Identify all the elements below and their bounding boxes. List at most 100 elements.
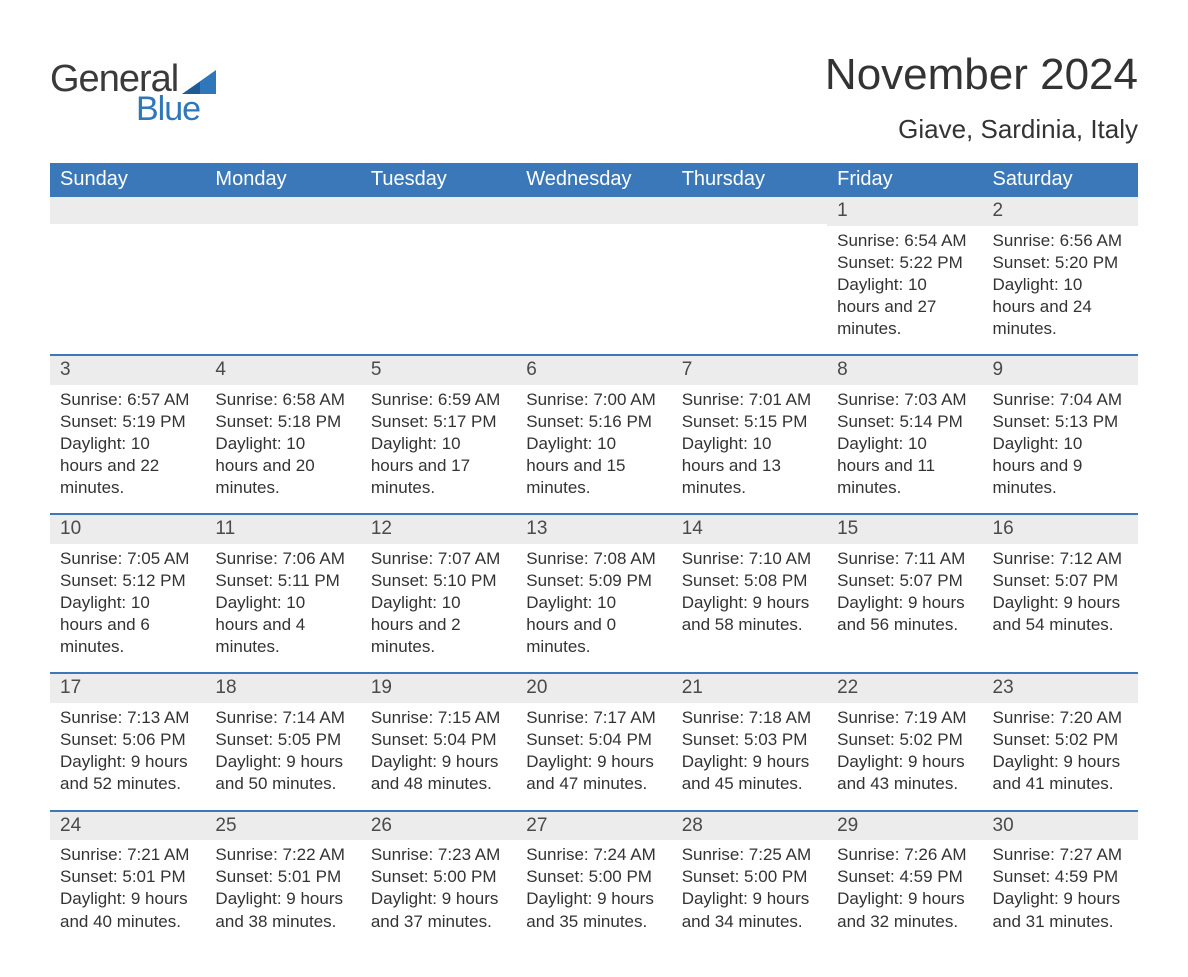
- day-number: 3: [50, 356, 205, 385]
- sunrise-line: Sunrise: 7:07 AM: [371, 548, 506, 570]
- weekday-header-cell: Sunday: [50, 163, 205, 197]
- day-body: Sunrise: 7:22 AMSunset: 5:01 PMDaylight:…: [205, 840, 360, 932]
- day-cell: 15Sunrise: 7:11 AMSunset: 5:07 PMDayligh…: [827, 515, 982, 672]
- day-body: Sunrise: 7:17 AMSunset: 5:04 PMDaylight:…: [516, 703, 671, 795]
- day-cell: 29Sunrise: 7:26 AMSunset: 4:59 PMDayligh…: [827, 812, 982, 947]
- day-cell: 25Sunrise: 7:22 AMSunset: 5:01 PMDayligh…: [205, 812, 360, 947]
- sunrise-line: Sunrise: 7:03 AM: [837, 389, 972, 411]
- day-body: Sunrise: 7:03 AMSunset: 5:14 PMDaylight:…: [827, 385, 982, 499]
- daylight-line: Daylight: 9 hours and 47 minutes.: [526, 751, 661, 795]
- daylight-line: Daylight: 10 hours and 2 minutes.: [371, 592, 506, 658]
- daylight-line: Daylight: 10 hours and 20 minutes.: [215, 433, 350, 499]
- logo: General Blue: [50, 30, 216, 126]
- weekday-header-cell: Tuesday: [361, 163, 516, 197]
- sunrise-line: Sunrise: 6:57 AM: [60, 389, 195, 411]
- daylight-line: Daylight: 9 hours and 45 minutes.: [682, 751, 817, 795]
- daylight-line: Daylight: 10 hours and 0 minutes.: [526, 592, 661, 658]
- sunset-line: Sunset: 5:13 PM: [993, 411, 1128, 433]
- day-cell: 2Sunrise: 6:56 AMSunset: 5:20 PMDaylight…: [983, 197, 1138, 354]
- daylight-line: Daylight: 9 hours and 56 minutes.: [837, 592, 972, 636]
- sunrise-line: Sunrise: 7:11 AM: [837, 548, 972, 570]
- day-number: 12: [361, 515, 516, 544]
- day-body: Sunrise: 7:12 AMSunset: 5:07 PMDaylight:…: [983, 544, 1138, 636]
- day-cell: 27Sunrise: 7:24 AMSunset: 5:00 PMDayligh…: [516, 812, 671, 947]
- weekday-header-cell: Monday: [205, 163, 360, 197]
- sunrise-line: Sunrise: 7:08 AM: [526, 548, 661, 570]
- day-cell: 19Sunrise: 7:15 AMSunset: 5:04 PMDayligh…: [361, 674, 516, 809]
- daylight-line: Daylight: 9 hours and 40 minutes.: [60, 888, 195, 932]
- day-number: 14: [672, 515, 827, 544]
- day-number: 6: [516, 356, 671, 385]
- sunrise-line: Sunrise: 6:54 AM: [837, 230, 972, 252]
- sunset-line: Sunset: 5:00 PM: [682, 866, 817, 888]
- sunset-line: Sunset: 5:01 PM: [215, 866, 350, 888]
- day-number: 17: [50, 674, 205, 703]
- sunrise-line: Sunrise: 6:59 AM: [371, 389, 506, 411]
- calendar: SundayMondayTuesdayWednesdayThursdayFrid…: [50, 163, 1138, 947]
- weekday-header-cell: Thursday: [672, 163, 827, 197]
- sunrise-line: Sunrise: 7:27 AM: [993, 844, 1128, 866]
- day-cell: [516, 197, 671, 354]
- sunset-line: Sunset: 5:11 PM: [215, 570, 350, 592]
- week-row: 10Sunrise: 7:05 AMSunset: 5:12 PMDayligh…: [50, 513, 1138, 672]
- location: Giave, Sardinia, Italy: [825, 114, 1138, 145]
- daylight-line: Daylight: 9 hours and 54 minutes.: [993, 592, 1128, 636]
- daylight-line: Daylight: 10 hours and 15 minutes.: [526, 433, 661, 499]
- day-cell: 12Sunrise: 7:07 AMSunset: 5:10 PMDayligh…: [361, 515, 516, 672]
- day-cell: 13Sunrise: 7:08 AMSunset: 5:09 PMDayligh…: [516, 515, 671, 672]
- day-cell: 21Sunrise: 7:18 AMSunset: 5:03 PMDayligh…: [672, 674, 827, 809]
- sunrise-line: Sunrise: 7:00 AM: [526, 389, 661, 411]
- day-body: Sunrise: 7:08 AMSunset: 5:09 PMDaylight:…: [516, 544, 671, 658]
- sunset-line: Sunset: 5:02 PM: [837, 729, 972, 751]
- day-number: 8: [827, 356, 982, 385]
- logo-word-blue: Blue: [136, 92, 216, 126]
- sunset-line: Sunset: 4:59 PM: [993, 866, 1128, 888]
- day-cell: 28Sunrise: 7:25 AMSunset: 5:00 PMDayligh…: [672, 812, 827, 947]
- daylight-line: Daylight: 10 hours and 24 minutes.: [993, 274, 1128, 340]
- day-number: 24: [50, 812, 205, 841]
- day-body: Sunrise: 7:06 AMSunset: 5:11 PMDaylight:…: [205, 544, 360, 658]
- daylight-line: Daylight: 9 hours and 43 minutes.: [837, 751, 972, 795]
- weeks-container: 1Sunrise: 6:54 AMSunset: 5:22 PMDaylight…: [50, 197, 1138, 947]
- day-number: 26: [361, 812, 516, 841]
- day-body: Sunrise: 6:58 AMSunset: 5:18 PMDaylight:…: [205, 385, 360, 499]
- sunrise-line: Sunrise: 7:13 AM: [60, 707, 195, 729]
- daylight-line: Daylight: 10 hours and 4 minutes.: [215, 592, 350, 658]
- day-body: Sunrise: 7:01 AMSunset: 5:15 PMDaylight:…: [672, 385, 827, 499]
- day-body: Sunrise: 7:18 AMSunset: 5:03 PMDaylight:…: [672, 703, 827, 795]
- empty-daynum-bar: [50, 197, 205, 224]
- day-body: Sunrise: 7:23 AMSunset: 5:00 PMDaylight:…: [361, 840, 516, 932]
- weekday-header-cell: Saturday: [983, 163, 1138, 197]
- day-cell: 6Sunrise: 7:00 AMSunset: 5:16 PMDaylight…: [516, 356, 671, 513]
- sunset-line: Sunset: 5:12 PM: [60, 570, 195, 592]
- day-cell: 18Sunrise: 7:14 AMSunset: 5:05 PMDayligh…: [205, 674, 360, 809]
- day-body: Sunrise: 7:21 AMSunset: 5:01 PMDaylight:…: [50, 840, 205, 932]
- daylight-line: Daylight: 9 hours and 41 minutes.: [993, 751, 1128, 795]
- sunset-line: Sunset: 5:17 PM: [371, 411, 506, 433]
- daylight-line: Daylight: 9 hours and 35 minutes.: [526, 888, 661, 932]
- daylight-line: Daylight: 9 hours and 50 minutes.: [215, 751, 350, 795]
- day-cell: 22Sunrise: 7:19 AMSunset: 5:02 PMDayligh…: [827, 674, 982, 809]
- sunset-line: Sunset: 5:07 PM: [993, 570, 1128, 592]
- day-cell: 16Sunrise: 7:12 AMSunset: 5:07 PMDayligh…: [983, 515, 1138, 672]
- empty-daynum-bar: [205, 197, 360, 224]
- day-number: 25: [205, 812, 360, 841]
- sunset-line: Sunset: 5:08 PM: [682, 570, 817, 592]
- day-body: Sunrise: 7:04 AMSunset: 5:13 PMDaylight:…: [983, 385, 1138, 499]
- day-body: Sunrise: 6:56 AMSunset: 5:20 PMDaylight:…: [983, 226, 1138, 340]
- day-number: 10: [50, 515, 205, 544]
- day-body: Sunrise: 7:19 AMSunset: 5:02 PMDaylight:…: [827, 703, 982, 795]
- sunrise-line: Sunrise: 7:15 AM: [371, 707, 506, 729]
- month-title: November 2024: [825, 50, 1138, 100]
- day-cell: 26Sunrise: 7:23 AMSunset: 5:00 PMDayligh…: [361, 812, 516, 947]
- empty-daynum-bar: [672, 197, 827, 224]
- day-cell: 10Sunrise: 7:05 AMSunset: 5:12 PMDayligh…: [50, 515, 205, 672]
- day-number: 7: [672, 356, 827, 385]
- sunset-line: Sunset: 5:06 PM: [60, 729, 195, 751]
- day-cell: 8Sunrise: 7:03 AMSunset: 5:14 PMDaylight…: [827, 356, 982, 513]
- week-row: 3Sunrise: 6:57 AMSunset: 5:19 PMDaylight…: [50, 354, 1138, 513]
- day-body: Sunrise: 6:59 AMSunset: 5:17 PMDaylight:…: [361, 385, 516, 499]
- day-number: 20: [516, 674, 671, 703]
- sunset-line: Sunset: 5:09 PM: [526, 570, 661, 592]
- sunrise-line: Sunrise: 7:04 AM: [993, 389, 1128, 411]
